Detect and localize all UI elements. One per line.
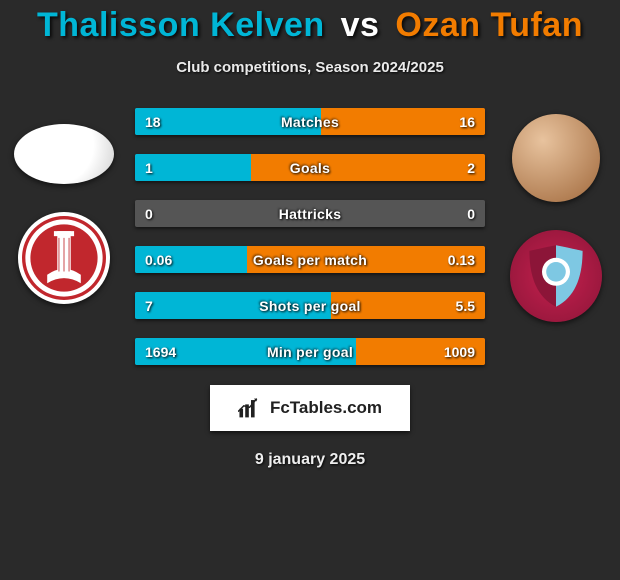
stat-bars: 18 16 Matches 1 2 Goals 0 0 Hattricks 0.06 0.13 Goa…	[135, 108, 485, 365]
stat-value-left: 0	[145, 206, 153, 222]
date: 9 january 2025	[255, 451, 365, 469]
stat-value-right: 0	[467, 206, 475, 222]
stat-value-right: 1009	[444, 344, 475, 360]
trabzonspor-logo-icon	[521, 241, 591, 311]
main-row: 18 16 Matches 1 2 Goals 0 0 Hattricks 0.06 0.13 Goa…	[0, 108, 620, 365]
stat-label: Goals	[290, 160, 330, 176]
left-column	[9, 108, 119, 304]
player2-avatar	[512, 114, 600, 202]
right-column	[501, 108, 611, 322]
title-player2: Ozan Tufan	[395, 6, 583, 44]
stat-label: Matches	[281, 114, 339, 130]
stat-label: Goals per match	[253, 252, 367, 268]
stat-row: 0 0 Hattricks	[135, 200, 485, 227]
stat-bar-right	[251, 154, 486, 181]
stat-value-left: 1694	[145, 344, 176, 360]
page-title: Thalisson Kelven vs Ozan Tufan	[37, 6, 583, 45]
stat-value-right: 16	[459, 114, 475, 130]
stat-value-left: 0.06	[145, 252, 172, 268]
stat-value-left: 1	[145, 160, 153, 176]
stat-row: 0.06 0.13 Goals per match	[135, 246, 485, 273]
stat-row: 1694 1009 Min per goal	[135, 338, 485, 365]
stat-value-left: 7	[145, 298, 153, 314]
subtitle: Club competitions, Season 2024/2025	[176, 59, 444, 76]
stat-value-right: 0.13	[448, 252, 475, 268]
comparison-card: Thalisson Kelven vs Ozan Tufan Club comp…	[0, 0, 620, 580]
player1-avatar	[14, 124, 114, 184]
chart-icon	[238, 397, 264, 419]
stat-row: 18 16 Matches	[135, 108, 485, 135]
stat-value-left: 18	[145, 114, 161, 130]
player2-club-logo	[510, 230, 602, 322]
stat-label: Hattricks	[279, 206, 342, 222]
stat-label: Min per goal	[267, 344, 353, 360]
watermark: FcTables.com	[210, 385, 410, 431]
player1-club-logo	[18, 212, 110, 304]
antalyaspor-logo-icon	[22, 216, 106, 300]
stat-value-right: 5.5	[456, 298, 475, 314]
stat-row: 1 2 Goals	[135, 154, 485, 181]
watermark-text: FcTables.com	[270, 398, 382, 418]
title-player1: Thalisson Kelven	[37, 6, 325, 44]
stat-value-right: 2	[467, 160, 475, 176]
title-vs: vs	[341, 6, 380, 44]
stat-row: 7 5.5 Shots per goal	[135, 292, 485, 319]
stat-label: Shots per goal	[259, 298, 360, 314]
